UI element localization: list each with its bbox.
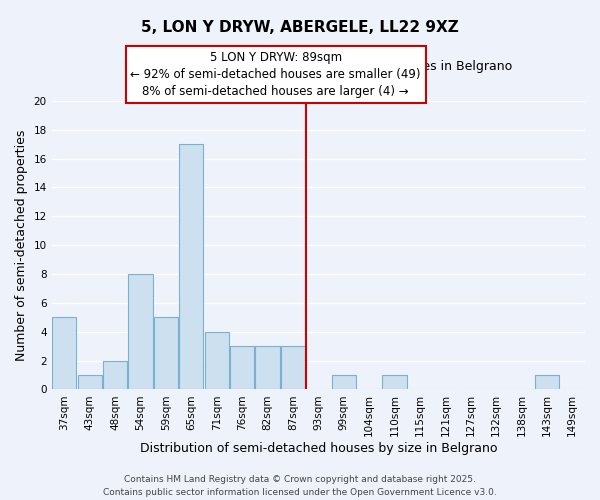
- Bar: [128, 274, 152, 390]
- Bar: [52, 318, 76, 390]
- Bar: [382, 375, 407, 390]
- Bar: [281, 346, 305, 390]
- Bar: [154, 318, 178, 390]
- Text: 5, LON Y DRYW, ABERGELE, LL22 9XZ: 5, LON Y DRYW, ABERGELE, LL22 9XZ: [141, 20, 459, 35]
- X-axis label: Distribution of semi-detached houses by size in Belgrano: Distribution of semi-detached houses by …: [140, 442, 497, 455]
- Bar: [256, 346, 280, 390]
- Bar: [103, 360, 127, 390]
- Bar: [535, 375, 559, 390]
- Y-axis label: Number of semi-detached properties: Number of semi-detached properties: [15, 130, 28, 361]
- Text: 5 LON Y DRYW: 89sqm
← 92% of semi-detached houses are smaller (49)
8% of semi-de: 5 LON Y DRYW: 89sqm ← 92% of semi-detach…: [130, 51, 421, 98]
- Bar: [230, 346, 254, 390]
- Bar: [77, 375, 102, 390]
- Title: Size of property relative to semi-detached houses in Belgrano: Size of property relative to semi-detach…: [124, 60, 512, 74]
- Text: Contains HM Land Registry data © Crown copyright and database right 2025.
Contai: Contains HM Land Registry data © Crown c…: [103, 476, 497, 497]
- Bar: [332, 375, 356, 390]
- Bar: [179, 144, 203, 390]
- Bar: [205, 332, 229, 390]
